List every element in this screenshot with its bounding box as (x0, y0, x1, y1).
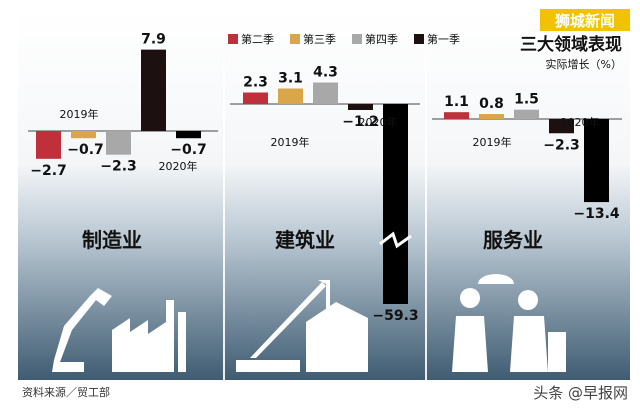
waiter-icon (452, 316, 488, 372)
data-label: −2.3 (543, 137, 580, 153)
data-label: −2.3 (100, 159, 137, 175)
bar (243, 92, 268, 104)
bar (176, 131, 201, 139)
chart-title: 三大领域表现 (520, 34, 622, 55)
data-label: 1.1 (444, 94, 469, 110)
year-label: 2020年 (359, 115, 398, 129)
bar (444, 112, 469, 119)
bar (584, 119, 609, 203)
bar (549, 119, 574, 134)
data-label: 2.3 (243, 75, 268, 91)
bar (348, 104, 373, 110)
axis-break-mark (379, 231, 412, 249)
data-label: −0.7 (67, 142, 104, 158)
data-label: 7.9 (141, 32, 166, 48)
year-label: 2020年 (159, 159, 198, 173)
bar (514, 109, 539, 119)
sector-title: 制造业 (82, 228, 142, 252)
traveller-head-icon (518, 290, 538, 310)
building-icon (306, 302, 368, 372)
legend-label: 第二季 (241, 32, 274, 46)
data-label: −2.7 (30, 163, 67, 179)
data-label: 0.8 (479, 96, 504, 112)
bar (71, 131, 96, 139)
bar (36, 131, 61, 159)
unit-label: 实际增长（%） (546, 57, 622, 71)
legend-swatch (228, 34, 238, 44)
bar (141, 49, 166, 131)
legend-label: 第四季 (365, 32, 398, 46)
bar (479, 114, 504, 119)
factory-icon (112, 300, 186, 372)
year-label: 2019年 (473, 135, 512, 149)
year-label: 2019年 (271, 135, 310, 149)
source-note: 资料来源／贸工部 (22, 385, 110, 399)
legend-swatch (414, 34, 424, 44)
legend-swatch (290, 34, 300, 44)
year-label: 2020年 (561, 115, 600, 129)
data-label: 3.1 (278, 71, 303, 87)
year-label: 2019年 (60, 107, 99, 121)
data-label: −1.2 (342, 114, 379, 130)
bar (278, 88, 303, 104)
brand-badge (540, 9, 630, 31)
bar (106, 131, 131, 155)
legend-label: 第三季 (303, 32, 336, 46)
bar (313, 82, 338, 104)
data-label: −59.3 (372, 308, 418, 324)
brand-name: 狮城新闻 (554, 12, 615, 30)
cloche-icon (478, 274, 514, 284)
data-label: −13.4 (573, 206, 620, 222)
data-label: −0.7 (170, 142, 207, 158)
sector-title: 建筑业 (275, 228, 335, 252)
watermark: 头条 @早报网 (533, 384, 628, 402)
bar (383, 104, 408, 304)
sector-title: 服务业 (483, 228, 543, 252)
data-label: 1.5 (514, 92, 539, 108)
legend-swatch (352, 34, 362, 44)
legend-label: 第一季 (427, 32, 460, 46)
data-label: 4.3 (313, 65, 338, 81)
person-head-icon (460, 288, 480, 308)
crane-icon (236, 280, 330, 372)
robot-arm-icon (52, 288, 112, 372)
traveller-luggage-icon (510, 316, 566, 372)
